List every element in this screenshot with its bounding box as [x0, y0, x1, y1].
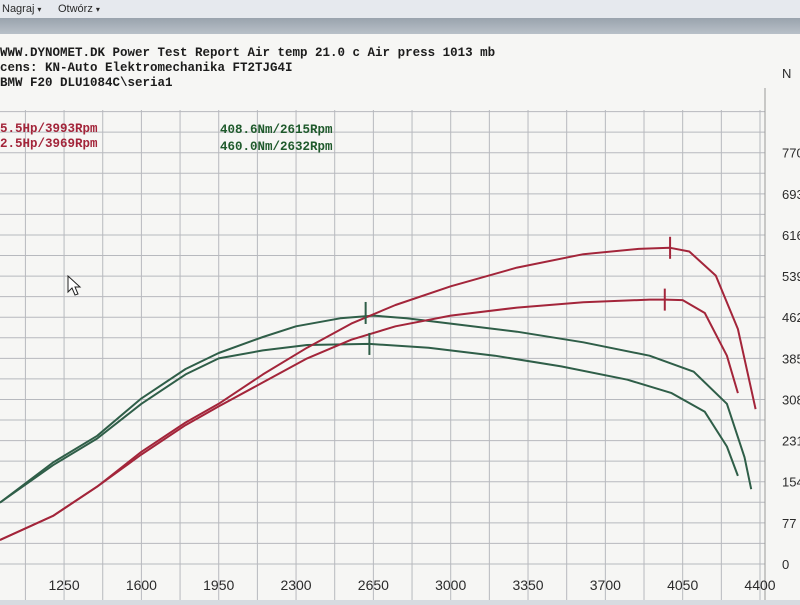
torque-annotation-1: 408.6Nm/2615Rpm: [220, 123, 333, 137]
y-tick-label: 693: [782, 187, 800, 202]
x-tick-label: 3700: [590, 577, 621, 593]
chevron-down-icon: ▾: [37, 5, 42, 14]
header-line-2: cens: KN-Auto Elektromechanika FT2TJG4I: [0, 61, 293, 75]
x-tick-label: 1250: [48, 577, 79, 593]
x-tick-label: 2300: [280, 577, 311, 593]
y-tick-label: 616: [782, 228, 800, 243]
y-tick-label: 539: [782, 269, 800, 284]
y-tick-label: 77: [782, 516, 796, 531]
y-tick-label: 154: [782, 475, 800, 490]
power-curve-4: [0, 246, 757, 541]
y-tick-label: 0: [782, 557, 789, 572]
menu-nagraj-label: Nagraj: [2, 3, 35, 15]
window-title-bar: [0, 18, 800, 34]
dyno-chart: 1250 1600 1950 2300 2650 3000 3350 3700 4050 4400…: [0, 34, 800, 600]
x-tick-label: 4400: [744, 577, 775, 593]
mouse-cursor-icon: [67, 274, 82, 296]
power-annotation-2: 2.5Hp/3969Rpm: [0, 137, 98, 151]
x-tick-label: 3000: [435, 577, 466, 593]
y-tick-label: 770: [782, 146, 800, 161]
torque-curve-1: [0, 314, 753, 504]
y-tick-label: 385: [782, 351, 800, 366]
menu-otworz-label: Otwórz: [58, 3, 93, 15]
menu-bar: Nagraj ▾ Otwórz ▾: [0, 0, 800, 19]
chevron-down-icon: ▾: [95, 5, 100, 14]
x-tick-label: 1950: [203, 577, 234, 593]
header-line-1: WWW.DYNOMET.DK Power Test Report Air tem…: [0, 46, 495, 60]
y-tick-labels: 0 77 154 231 308 385 462 539 616 693 770 N: [782, 66, 800, 572]
y-tick-label: N: [782, 66, 791, 81]
menu-otworz[interactable]: Otwórz ▾: [58, 0, 100, 19]
y-tick-label: 308: [782, 392, 800, 407]
torque-annotation-2: 460.0Nm/2632Rpm: [220, 140, 333, 154]
y-tick-label: 462: [782, 310, 800, 325]
peak-markers: [364, 236, 672, 355]
x-tick-label: 1600: [126, 577, 157, 593]
dyno-chart-svg: 1250 1600 1950 2300 2650 3000 3350 3700 4050 4400…: [0, 34, 800, 600]
grid-lines: [0, 88, 766, 600]
header-line-3: BMW F20 DLU1084C\seria1: [0, 76, 173, 90]
x-tick-label: 2650: [358, 577, 389, 593]
x-tick-label: 3350: [512, 577, 543, 593]
x-tick-labels: 1250 1600 1950 2300 2650 3000 3350 3700 4050 4400: [48, 577, 775, 593]
power-annotation-1: 5.5Hp/3993Rpm: [0, 122, 98, 136]
power-curve-3: [0, 298, 739, 541]
y-tick-label: 231: [782, 434, 800, 449]
x-tick-label: 4050: [667, 577, 698, 593]
menu-nagraj[interactable]: Nagraj ▾: [2, 0, 41, 19]
